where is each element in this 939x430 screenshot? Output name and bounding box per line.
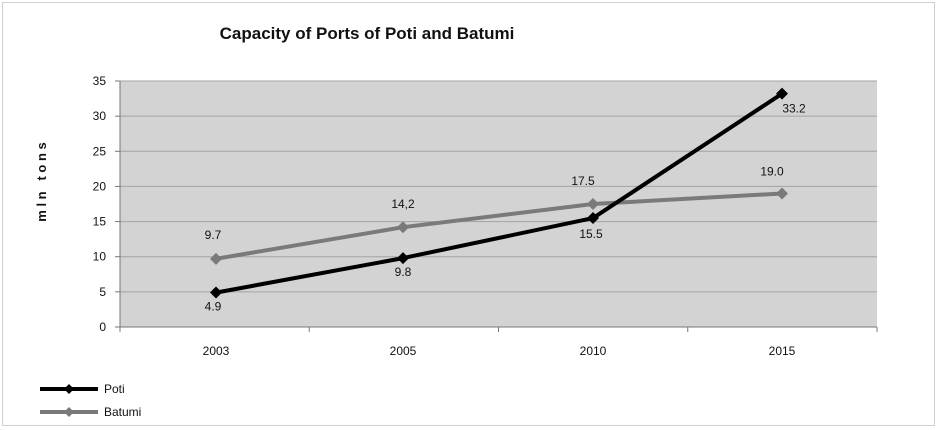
- series-line-poti: [215, 92, 784, 295]
- x-tick-label: 2015: [769, 344, 796, 358]
- legend-label: Batumi: [104, 405, 141, 419]
- legend-label: Poti: [104, 382, 125, 396]
- data-point-poti: [776, 87, 788, 100]
- data-point-batumi: [587, 198, 599, 210]
- y-tick-label: 10: [93, 250, 107, 264]
- x-tick-label: 2005: [390, 344, 417, 358]
- data-label-batumi: 17.5: [571, 174, 595, 188]
- data-point-poti: [587, 212, 599, 225]
- legend-swatch-marker: [64, 384, 74, 394]
- data-label-batumi: 9.7: [205, 228, 222, 242]
- y-tick-label: 0: [99, 320, 106, 334]
- axes: [115, 80, 878, 332]
- data-label-poti: 33.2: [782, 102, 806, 116]
- series-layer: [210, 87, 788, 299]
- y-axis-label: m l n t o n s: [34, 142, 49, 221]
- data-label-batumi: 19.0: [760, 164, 784, 178]
- data-labels: 9.7 14,2 17.5 19.0 4.9 9.8 15.5 33.2: [205, 102, 806, 314]
- data-point-batumi: [397, 221, 409, 234]
- data-label-poti: 15.5: [579, 227, 603, 241]
- x-tick-label: 2003: [203, 344, 230, 358]
- series-line-batumi: [215, 191, 783, 261]
- y-tick-label: 5: [99, 285, 106, 299]
- data-point-batumi: [776, 187, 788, 200]
- legend-swatch-marker: [64, 407, 74, 417]
- data-point-batumi: [210, 252, 222, 265]
- y-tick-label: 35: [93, 74, 107, 88]
- tick-labels: 0 5 10 15 20 25 30 35 2003 2005 2010 2015: [93, 74, 796, 358]
- x-tick-label: 2010: [580, 344, 607, 358]
- data-point-poti: [210, 286, 222, 299]
- data-label-poti: 9.8: [395, 265, 412, 279]
- data-label-poti: 4.9: [205, 300, 222, 314]
- data-label-batumi: 14,2: [391, 197, 415, 211]
- y-tick-label: 20: [93, 179, 107, 193]
- data-point-poti: [397, 252, 409, 265]
- chart-title: Capacity of Ports of Poti and Batumi: [220, 24, 515, 43]
- y-tick-label: 30: [93, 109, 107, 123]
- y-tick-label: 15: [93, 215, 107, 229]
- legend: Poti Batumi: [40, 382, 141, 419]
- y-tick-label: 25: [93, 144, 107, 158]
